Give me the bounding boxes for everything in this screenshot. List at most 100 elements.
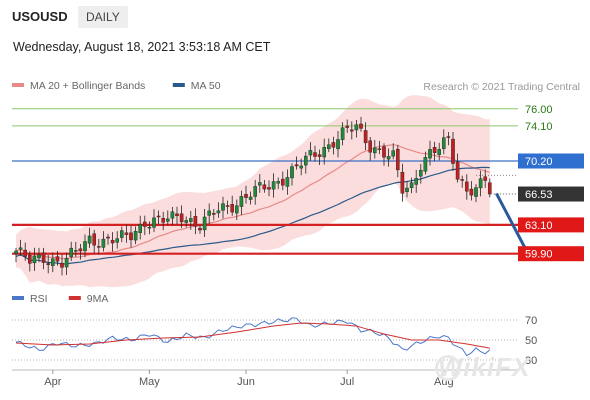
candle-body bbox=[87, 235, 92, 244]
candle-body bbox=[478, 178, 483, 189]
candle-body bbox=[73, 250, 78, 252]
candle-body bbox=[193, 216, 198, 227]
level-tag bbox=[518, 246, 584, 262]
candle-body bbox=[202, 216, 207, 231]
candle-body bbox=[41, 252, 46, 263]
candle-body bbox=[400, 171, 405, 194]
legend-swatch bbox=[12, 83, 24, 87]
price-level-labels: 76.00 74.10 70.20 66.53 63.10 59.90 bbox=[518, 104, 584, 262]
price-legend: MA 20 + Bollinger Bands MA 50 bbox=[12, 80, 221, 92]
candle-body bbox=[382, 146, 386, 158]
level-label: 59.90 bbox=[525, 249, 553, 261]
level-tag bbox=[518, 153, 584, 169]
candle-body bbox=[14, 250, 18, 254]
candle-body bbox=[156, 215, 161, 218]
candle-body bbox=[488, 182, 492, 195]
legend-swatch bbox=[12, 296, 24, 300]
candle-body bbox=[428, 149, 432, 159]
candle-body bbox=[188, 218, 193, 222]
candle-body bbox=[147, 226, 152, 229]
candle-body bbox=[152, 217, 156, 228]
candle-body bbox=[106, 236, 110, 239]
legend-swatch bbox=[68, 296, 81, 300]
watermark-logo-icon bbox=[435, 355, 461, 381]
candle-body bbox=[92, 233, 96, 246]
candle-body bbox=[83, 241, 87, 252]
candle-body bbox=[327, 144, 331, 149]
candle-body bbox=[124, 232, 129, 235]
candle-body bbox=[37, 254, 41, 259]
candle-body bbox=[60, 262, 64, 268]
candle-body bbox=[354, 124, 359, 131]
symbol-tab[interactable]: USOUSD bbox=[12, 9, 68, 24]
candle-body bbox=[207, 210, 212, 216]
candle-body bbox=[179, 213, 184, 223]
tab-bar: USOUSD DAILY bbox=[0, 0, 590, 34]
candle-body bbox=[396, 148, 400, 171]
candle-body bbox=[170, 211, 175, 219]
candle-body bbox=[290, 166, 294, 179]
candle-body bbox=[423, 157, 428, 172]
rsi-tick-label: 50 bbox=[525, 335, 537, 347]
candle-body bbox=[294, 164, 299, 167]
candle-body bbox=[460, 179, 465, 181]
candle-body bbox=[267, 187, 271, 190]
candle-body bbox=[483, 176, 488, 181]
candle-body bbox=[28, 254, 32, 264]
candle-body bbox=[336, 139, 340, 150]
candle-body bbox=[442, 137, 446, 149]
candle-body bbox=[248, 196, 253, 200]
candle-body bbox=[465, 181, 469, 192]
candle-body bbox=[133, 230, 138, 241]
candle-body bbox=[317, 154, 322, 157]
candle-body bbox=[244, 194, 248, 198]
candle-body bbox=[386, 156, 391, 160]
candle-body bbox=[271, 181, 276, 190]
candle-body bbox=[345, 125, 350, 128]
rsi-tick-label: 30 bbox=[525, 355, 537, 367]
bollinger-band bbox=[16, 95, 490, 288]
candle-body bbox=[322, 147, 327, 158]
candle-body bbox=[234, 205, 239, 214]
candle-body bbox=[377, 148, 382, 150]
candle-body bbox=[161, 218, 166, 223]
candle-body bbox=[55, 256, 60, 262]
candle-body bbox=[64, 258, 69, 268]
level-label: 63.10 bbox=[525, 220, 553, 232]
candle-body bbox=[18, 247, 23, 250]
candle-body bbox=[119, 230, 124, 238]
candle-body bbox=[230, 204, 235, 213]
candle-body bbox=[262, 184, 267, 190]
rsi-tick-label: 70 bbox=[525, 315, 537, 327]
candle-body bbox=[373, 147, 377, 154]
candle-body bbox=[96, 246, 101, 248]
rsi-ma-line bbox=[15, 322, 490, 349]
x-tick-label: Jun bbox=[237, 376, 255, 388]
candle-body bbox=[184, 220, 189, 223]
level-label: 66.53 bbox=[525, 189, 553, 201]
candle-body bbox=[281, 178, 285, 186]
candle-body bbox=[165, 218, 170, 222]
candle-body bbox=[405, 187, 409, 192]
legend-entry: RSI bbox=[30, 293, 48, 305]
candle-body bbox=[308, 150, 313, 156]
timestamp: Wednesday, August 18, 2021 3:53:18 AM CE… bbox=[13, 40, 271, 54]
candle-body bbox=[446, 136, 451, 138]
candle-body bbox=[23, 249, 28, 257]
forecast-arrow bbox=[495, 192, 528, 252]
rsi-legend: RSI 9MA bbox=[12, 293, 108, 305]
candle-body bbox=[419, 170, 423, 177]
candle-body bbox=[225, 205, 230, 207]
candle-body bbox=[129, 232, 133, 241]
candle-body bbox=[46, 263, 50, 265]
candle-body bbox=[32, 255, 37, 264]
chart-area: MA 20 + Bollinger Bands MA 50 Research © … bbox=[12, 80, 584, 388]
period-tab[interactable]: DAILY bbox=[78, 6, 128, 28]
candle-body bbox=[331, 142, 336, 148]
candle-body bbox=[115, 238, 119, 243]
candle-body bbox=[391, 150, 396, 157]
research-credit: Research © 2021 Trading Central bbox=[423, 81, 580, 93]
candle-body bbox=[221, 203, 225, 211]
candle-body bbox=[253, 186, 258, 197]
candle-body bbox=[211, 212, 216, 215]
